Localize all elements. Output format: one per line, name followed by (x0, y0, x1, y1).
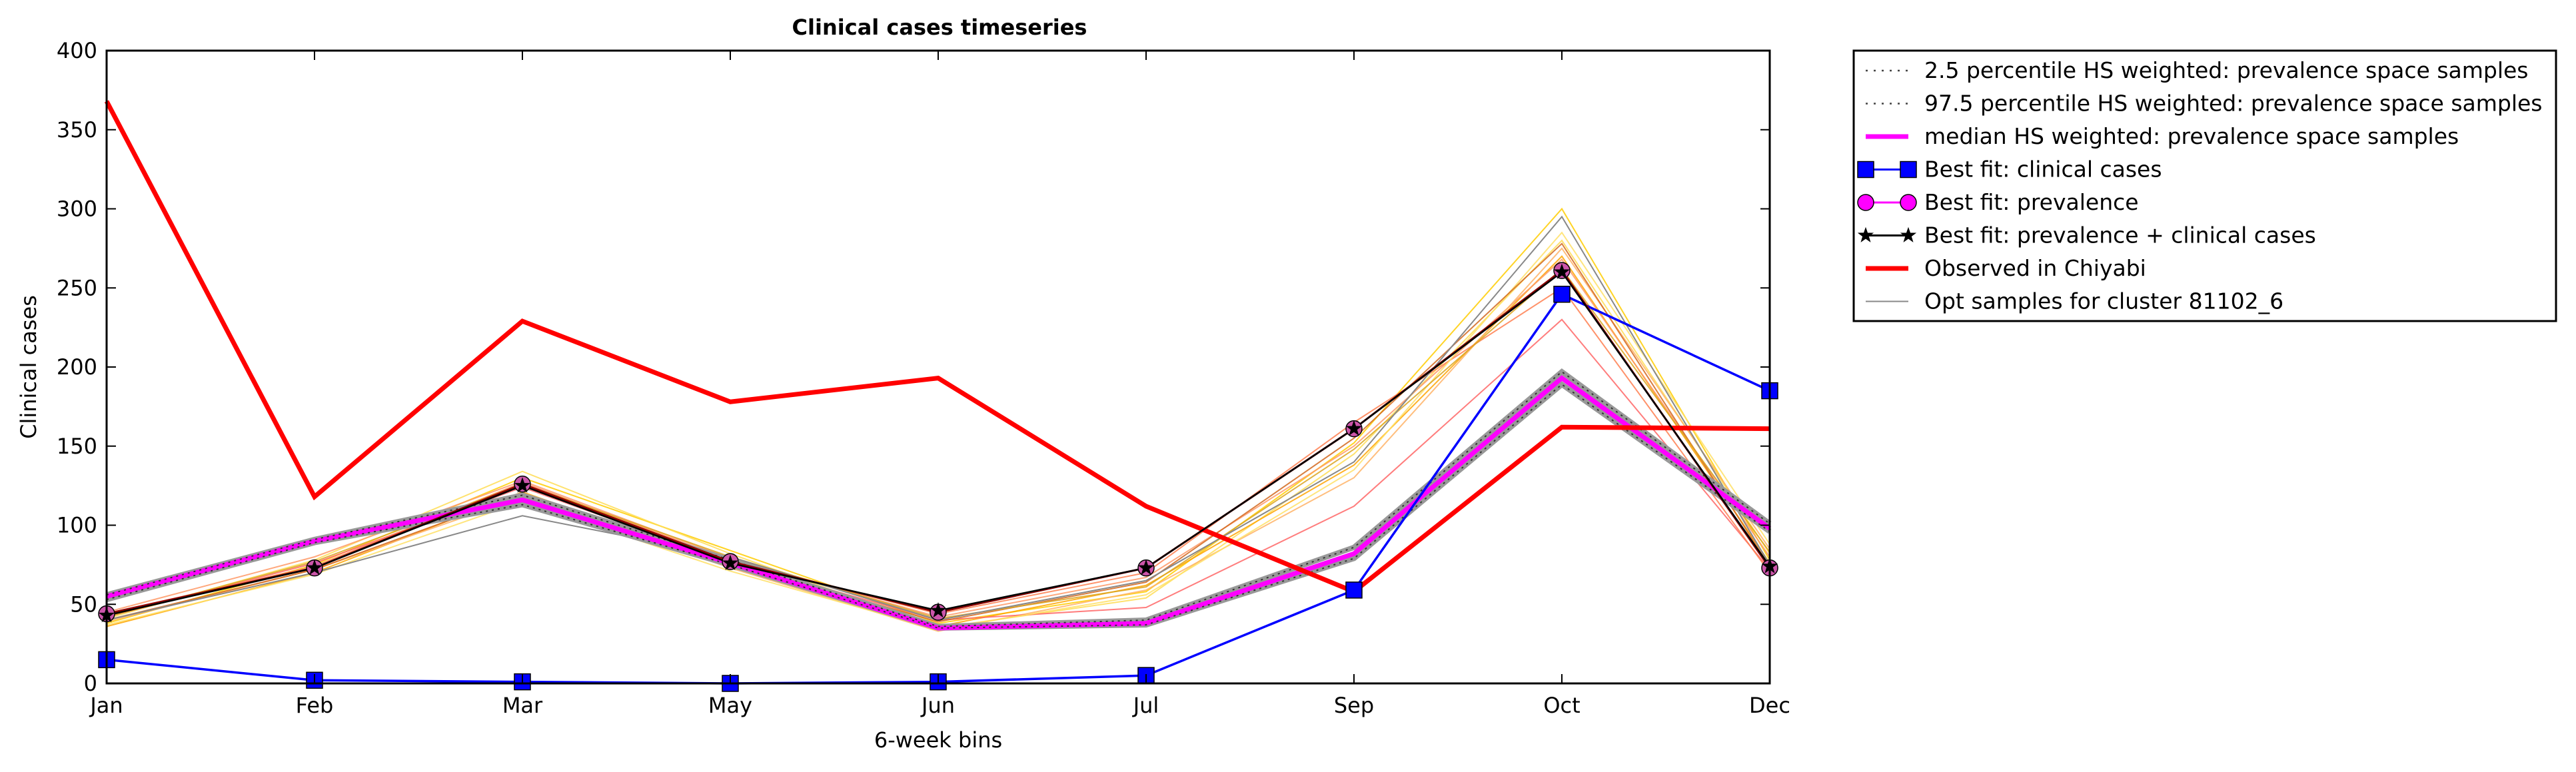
median-line (106, 375, 1772, 631)
best-fit-combined-marker (1137, 559, 1155, 575)
opt-sample-line (106, 242, 1770, 623)
best-fit-combined-marker (1345, 420, 1363, 436)
legend: 2.5 percentile HS weighted: prevalence s… (1852, 49, 2557, 322)
best-fit-combined-marker (514, 477, 531, 493)
x-tick-label: Sep (1334, 693, 1374, 718)
legend-swatch-clinical-marker (1900, 161, 1917, 179)
y-tick-label: 350 (57, 117, 97, 143)
best-fit-combined-marker (722, 554, 739, 570)
percentile-band-low (105, 381, 1772, 631)
best-fit-combined-marker (306, 559, 323, 575)
x-tick-label: Oct (1543, 693, 1580, 718)
legend-label: 97.5 percentile HS weighted: prevalence … (1924, 91, 2543, 117)
x-tick-label: Feb (296, 693, 334, 718)
plot-frame (105, 49, 1771, 685)
opt-sample-line (106, 318, 1770, 621)
opt-sample-line (106, 268, 1770, 619)
legend-swatch-prevalence-marker (1900, 194, 1917, 211)
y-tick-label: 400 (57, 38, 97, 63)
opt-sample-line (106, 258, 1770, 618)
chart-title: Clinical cases timeseries (792, 15, 1087, 40)
legend-label: 2.5 percentile HS weighted: prevalence s… (1924, 57, 2529, 83)
best-fit-prevalence-line (106, 268, 1771, 615)
opt-sample-line (106, 231, 1770, 631)
legend-label: Best fit: prevalence + clinical cases (1924, 222, 2316, 248)
x-tick-label: Dec (1749, 693, 1790, 718)
opt-sample-line (106, 255, 1770, 627)
y-tick-label: 0 (84, 671, 97, 696)
observed-line (104, 100, 1770, 595)
percentile-band-high (105, 368, 1772, 629)
best-fit-clinical-marker (1345, 581, 1363, 599)
series-layer (98, 100, 1778, 692)
best-fit-combined-marker (1553, 263, 1571, 279)
x-tick-label: Jan (89, 693, 123, 718)
y-tick-label: 50 (70, 591, 97, 617)
y-axis-title: Clinical cases (16, 295, 41, 439)
percentile-97-5-line (106, 370, 1770, 627)
legend-swatch-prevalence-marker (1857, 194, 1874, 211)
x-tick-label: Jul (1132, 693, 1159, 718)
legend-label: Observed in Chiyabi (1924, 255, 2146, 281)
y-tick-label: 100 (57, 513, 97, 538)
y-tick-label: 300 (57, 196, 97, 222)
y-tick-label: 250 (57, 275, 97, 300)
x-axis-title: 6-week bins (874, 727, 1002, 753)
legend-label: Opt samples for cluster 81102_6 (1924, 288, 2283, 314)
y-tick-label: 200 (57, 354, 97, 380)
best-fit-combined-marker (930, 601, 947, 618)
legend-swatch-combined-marker (1857, 226, 1874, 242)
x-tick-label: Jun (920, 693, 955, 718)
legend-swatch-combined-marker (1900, 226, 1917, 242)
best-fit-clinical-marker (1553, 286, 1571, 303)
legend-label: Best fit: prevalence (1924, 189, 2139, 215)
y-tick-label: 150 (57, 434, 97, 459)
x-tick-label: Mar (502, 693, 543, 718)
opt-sample-line (106, 286, 1770, 615)
best-fit-combined-line (106, 270, 1771, 617)
legend-label: Best fit: clinical cases (1924, 157, 2162, 183)
legend-box (1852, 49, 2557, 322)
legend-swatch-clinical-marker (1857, 161, 1874, 179)
ticks-layer: 0 50 100 150 200 250 300 350 400 Jan Feb Mar May Jun J… (57, 38, 1790, 718)
legend-label: median HS weighted: prevalence space sam… (1924, 123, 2459, 149)
x-tick-label: May (708, 693, 752, 718)
